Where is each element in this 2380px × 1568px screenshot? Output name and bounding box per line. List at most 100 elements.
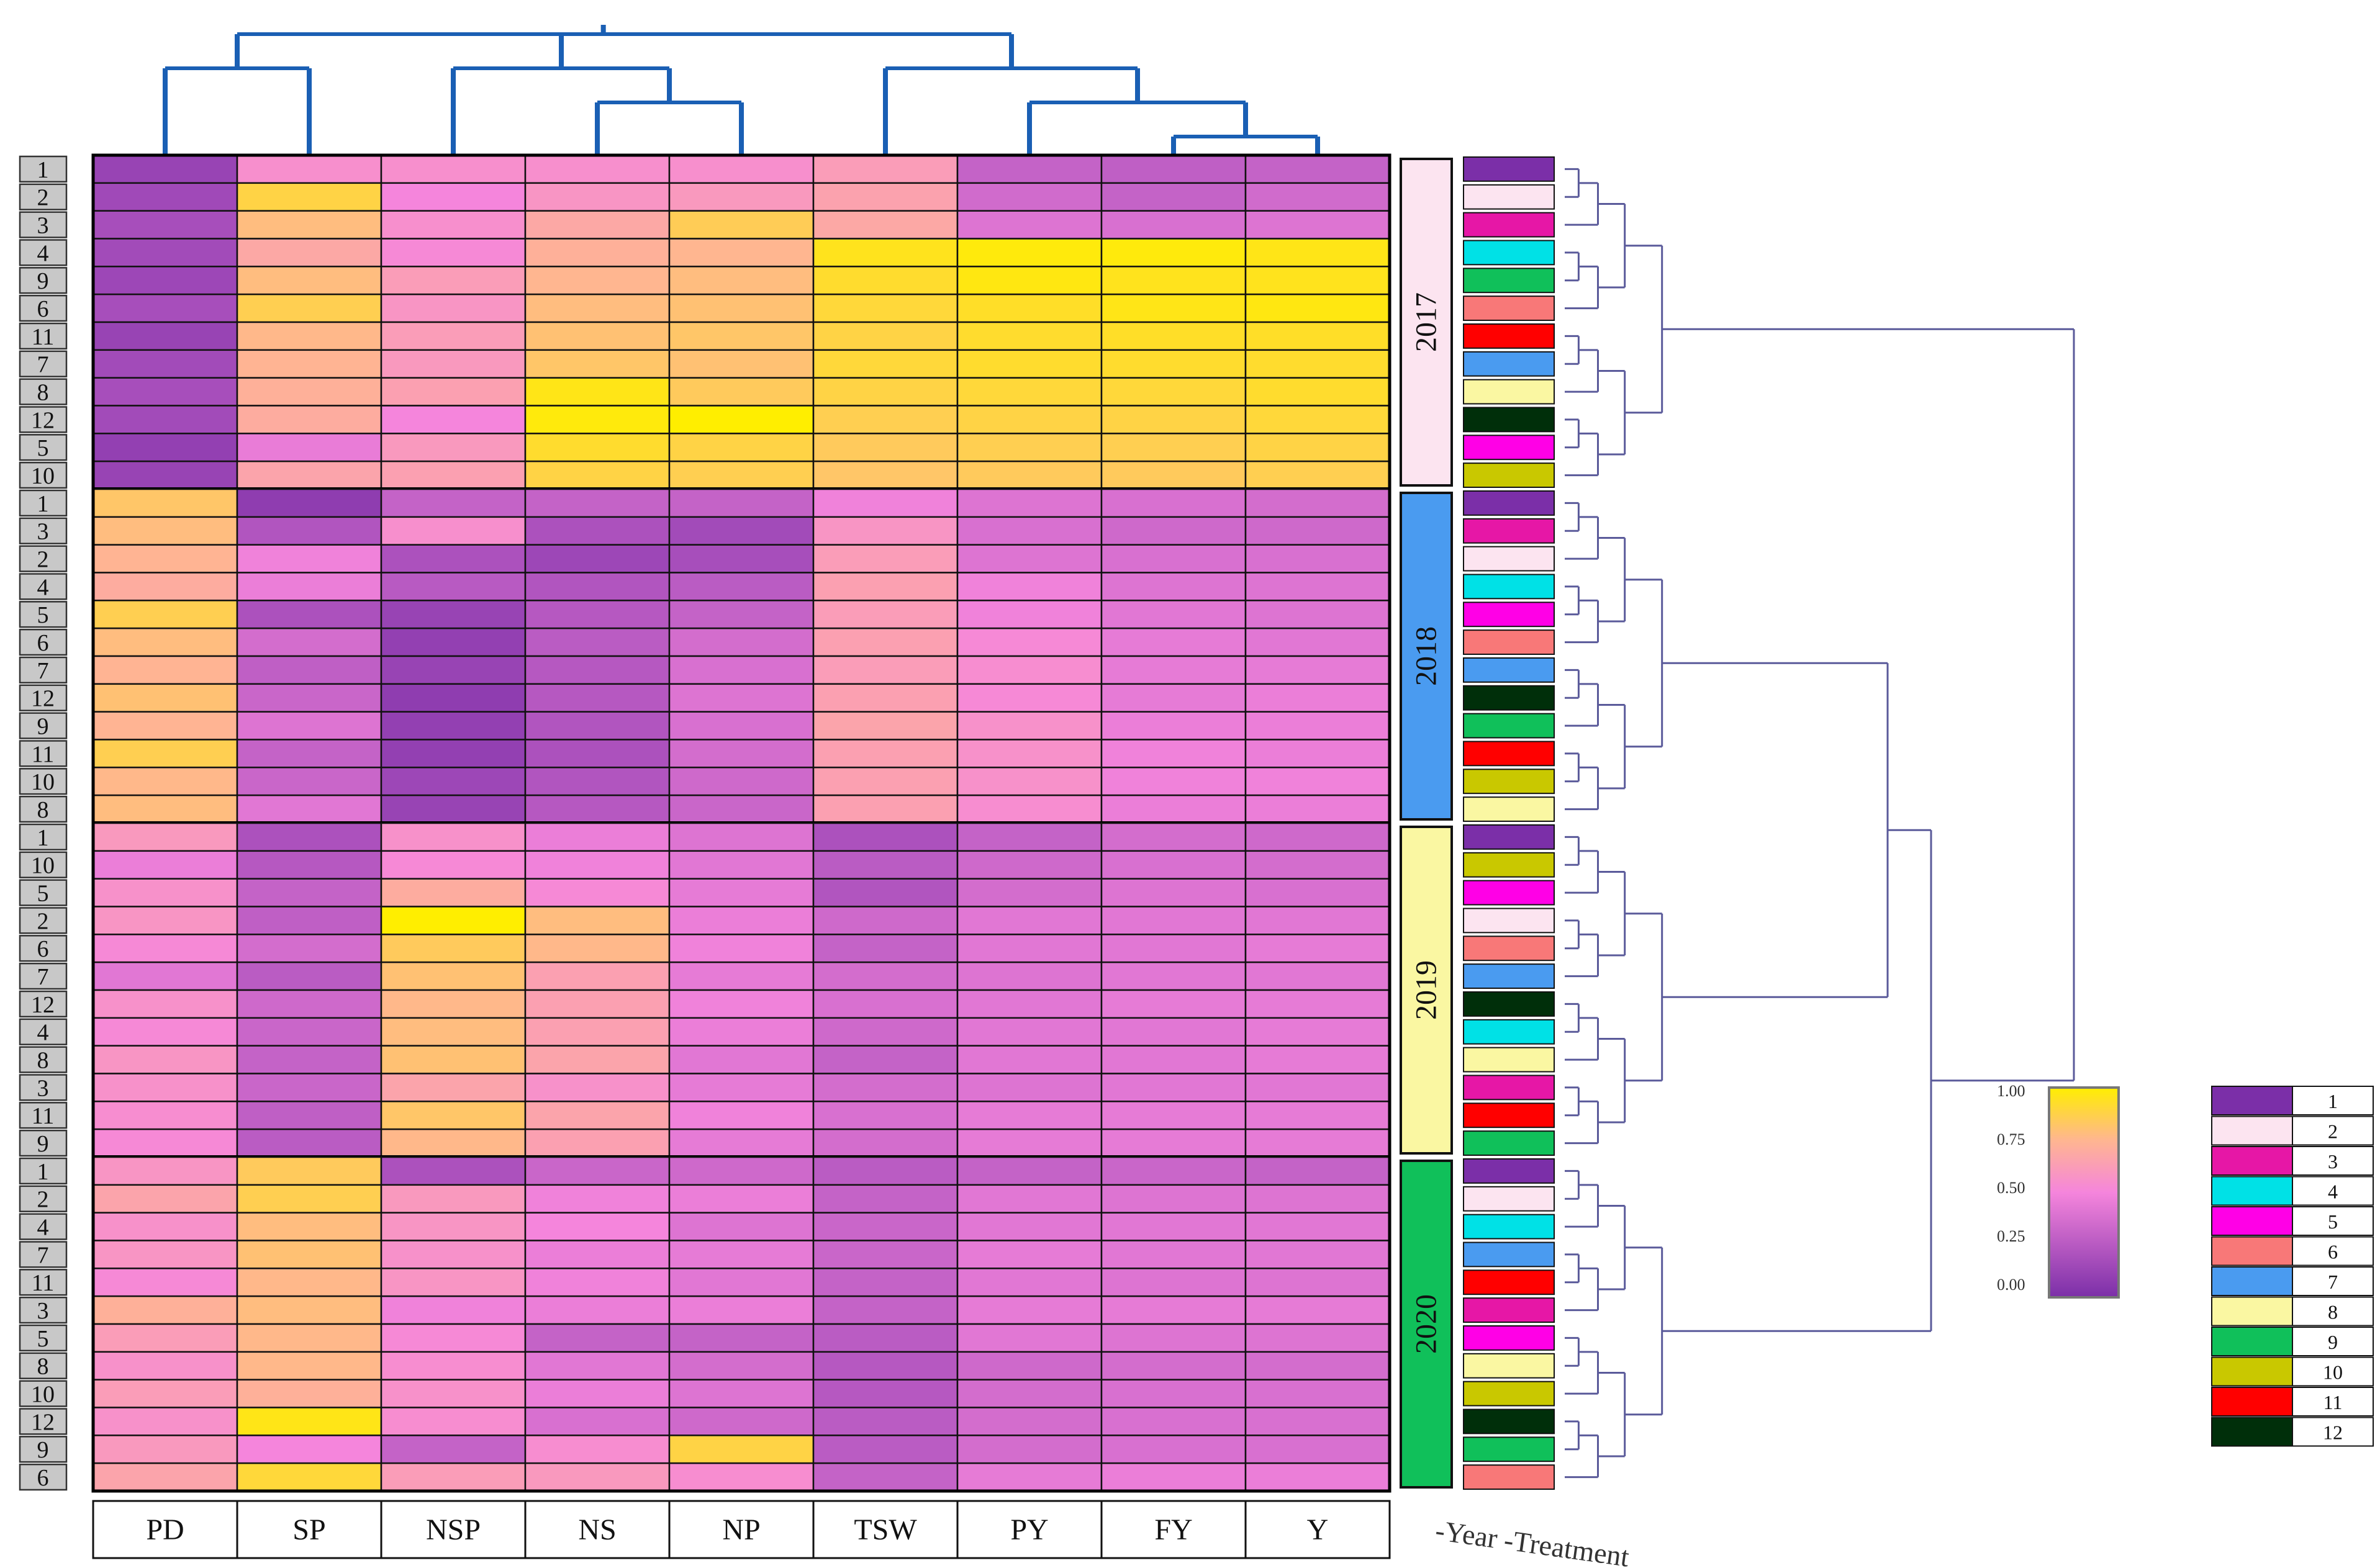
heatmap-cell xyxy=(1244,1351,1391,1381)
legend-label: 9 xyxy=(2328,1331,2338,1353)
legend-label-box xyxy=(2292,1146,2374,1176)
heatmap-cell xyxy=(1100,1045,1247,1075)
heatmap-cell xyxy=(524,1045,671,1075)
row-label: 4 xyxy=(37,574,49,600)
heatmap-cell xyxy=(92,544,238,574)
heatmap-cell xyxy=(668,349,815,379)
heatmap-cell xyxy=(92,1268,238,1297)
row-label: 2 xyxy=(37,185,49,211)
heatmap-cell xyxy=(956,1184,1103,1214)
heatmap-cell xyxy=(1244,182,1391,212)
heatmap-cell xyxy=(92,989,238,1019)
row-label-box xyxy=(19,628,68,656)
heatmap-cell xyxy=(92,822,238,852)
column-label: TSW xyxy=(854,1513,917,1546)
heatmap-cell xyxy=(380,934,527,963)
heatmap-cell xyxy=(524,154,671,184)
heatmap-cell xyxy=(524,1435,671,1464)
heatmap-cell xyxy=(524,794,671,824)
row-label-box xyxy=(19,350,68,377)
heatmap-cell xyxy=(812,321,959,351)
legend-swatch xyxy=(2211,1206,2293,1236)
heatmap-cell xyxy=(668,878,815,908)
legend-label-box xyxy=(2292,1387,2374,1417)
heatmap-cell xyxy=(668,1407,815,1436)
heatmap-cell xyxy=(236,182,382,212)
treatment-swatch xyxy=(1463,351,1555,377)
heatmap-cell xyxy=(956,488,1103,518)
heatmap-cell xyxy=(956,934,1103,963)
heatmap-cell xyxy=(92,266,238,295)
legend-swatch xyxy=(2211,1327,2293,1356)
heatmap-cell xyxy=(1100,210,1247,240)
heatmap-cell xyxy=(956,1073,1103,1102)
heatmap-cell xyxy=(92,154,238,184)
heatmap-cell xyxy=(380,238,527,268)
legend-label: 6 xyxy=(2328,1241,2338,1263)
heatmap-cell xyxy=(1100,1379,1247,1408)
heatmap-cell xyxy=(1100,850,1247,880)
heatmap-cell xyxy=(236,1156,382,1186)
heatmap-cell xyxy=(668,1045,815,1075)
heatmap-cell xyxy=(668,1073,815,1102)
legend-label-box xyxy=(2292,1206,2374,1236)
column-label: Y xyxy=(1307,1513,1329,1546)
heatmap-cell xyxy=(812,1351,959,1381)
heatmap-cell xyxy=(380,1073,527,1102)
legend-swatch xyxy=(2211,1086,2293,1115)
heatmap-cell xyxy=(1100,349,1247,379)
heatmap-cell xyxy=(236,767,382,796)
year-bar xyxy=(1400,826,1453,1155)
treatment-swatch xyxy=(1463,602,1555,628)
heatmap-cell xyxy=(524,488,671,518)
row-label: 7 xyxy=(37,1242,49,1268)
heatmap-cell xyxy=(236,878,382,908)
heatmap-cell xyxy=(956,1268,1103,1297)
heatmap-cell xyxy=(524,572,671,602)
treatment-swatch xyxy=(1463,1297,1555,1323)
row-label-box xyxy=(19,1296,68,1324)
treatment-swatch xyxy=(1463,1269,1555,1295)
heatmap-cell xyxy=(236,1323,382,1353)
heatmap-cell xyxy=(524,405,671,435)
heatmap-cell xyxy=(1100,321,1247,351)
row-dendrogram xyxy=(1565,168,2075,1479)
heatmap-cell xyxy=(524,600,671,629)
heatmap-cell xyxy=(668,600,815,629)
heatmap-cell xyxy=(956,1407,1103,1436)
heatmap-cell xyxy=(236,516,382,546)
row-label-box xyxy=(19,740,68,767)
heatmap-cell xyxy=(1244,822,1391,852)
heatmap-cell xyxy=(956,683,1103,713)
legend-label-box xyxy=(2292,1327,2374,1356)
row-label-box xyxy=(19,406,68,433)
legend-label: 2 xyxy=(2328,1120,2338,1143)
heatmap-cell xyxy=(956,600,1103,629)
heatmap-cell xyxy=(380,600,527,629)
heatmap-cell xyxy=(92,210,238,240)
heatmap-cell xyxy=(668,460,815,490)
heatmap-cell xyxy=(524,906,671,935)
heatmap-cell xyxy=(956,1379,1103,1408)
treatment-swatch xyxy=(1463,1325,1555,1351)
heatmap-cell xyxy=(380,1156,527,1186)
row-label: 3 xyxy=(37,213,49,239)
heatmap-cell xyxy=(380,1101,527,1130)
heatmap-cell xyxy=(812,433,959,462)
heatmap-cell xyxy=(380,544,527,574)
row-labels: 1234961178125101324567129111081105267124… xyxy=(19,155,68,1491)
column-dendrogram xyxy=(163,25,1320,155)
heatmap-cell xyxy=(92,1212,238,1241)
heatmap-cell xyxy=(236,1435,382,1464)
row-label: 3 xyxy=(37,1075,49,1101)
heatmap-cell xyxy=(1100,1435,1247,1464)
row-label: 9 xyxy=(37,1131,49,1157)
heatmap-cell xyxy=(236,321,382,351)
heatmap-cell xyxy=(812,1462,959,1492)
heatmap-cell xyxy=(92,460,238,490)
heatmap-cell xyxy=(812,906,959,935)
heatmap-cell xyxy=(236,655,382,685)
row-label: 4 xyxy=(37,240,49,266)
heatmap-cell xyxy=(1244,238,1391,268)
legend-label: 8 xyxy=(2328,1301,2338,1323)
